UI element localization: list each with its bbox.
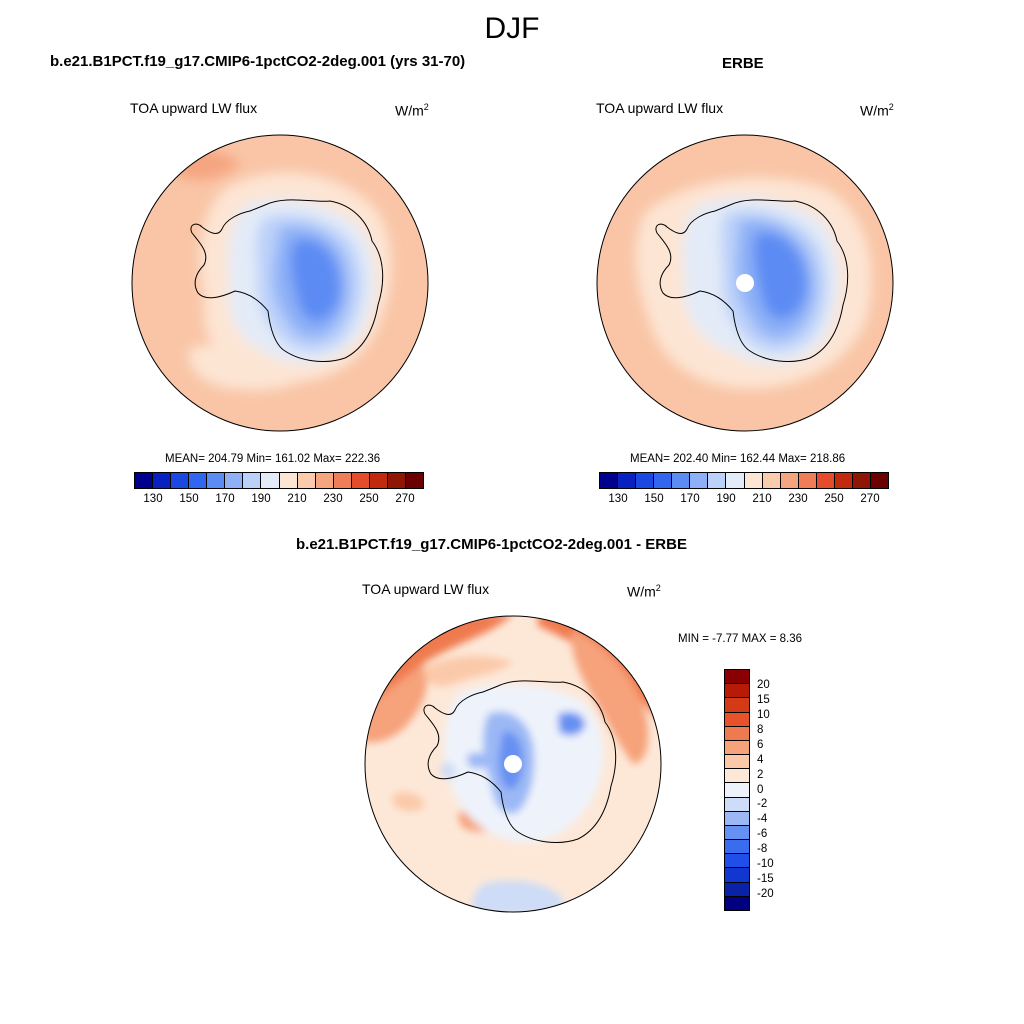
model-cbar-tick: 150 — [179, 493, 199, 505]
diff-variable-label: TOA upward LW flux — [362, 581, 490, 597]
obs-colorbar — [599, 472, 889, 489]
diff-cbar-tick: -4 — [757, 813, 768, 825]
model-cbar-tick: 190 — [251, 493, 271, 505]
model-cbar-tick: 270 — [395, 493, 415, 505]
diff-cbar-tick: 15 — [757, 694, 770, 706]
model-cbar-tick: 230 — [323, 493, 343, 505]
obs-units-label: W/m2 — [860, 102, 894, 119]
obs-cbar-tick: 250 — [824, 493, 844, 505]
diff-missing-data-hole — [504, 755, 522, 773]
diff-cbar-tick: -10 — [757, 858, 774, 870]
diff-cbar-tick: -20 — [757, 888, 774, 900]
diff-colorbar — [724, 669, 750, 911]
diff-stats: MIN = -7.77 MAX = 8.36 — [678, 633, 803, 645]
model-variable-label: TOA upward LW flux — [130, 100, 258, 116]
diff-cbar-tick: 4 — [757, 754, 764, 766]
model-cbar-tick: 130 — [143, 493, 163, 505]
model-colorbar — [134, 472, 424, 489]
obs-cbar-tick: 230 — [788, 493, 808, 505]
diff-cbar-tick: -15 — [757, 873, 774, 885]
obs-panel-title: ERBE — [722, 55, 764, 72]
model-cbar-tick: 210 — [287, 493, 307, 505]
diff-cbar-tick: 10 — [757, 709, 770, 721]
obs-cbar-tick: 150 — [644, 493, 664, 505]
diff-cbar-tick: 0 — [757, 784, 764, 796]
obs-variable-label: TOA upward LW flux — [596, 100, 724, 116]
diff-antarctica-coastline — [423, 680, 617, 844]
diff-cbar-tick: -2 — [757, 798, 768, 810]
obs-stats: MEAN= 202.40 Min= 162.44 Max= 218.86 — [630, 453, 846, 465]
model-antarctica-coastline — [190, 199, 384, 363]
model-panel-title: b.e21.B1PCT.f19_g17.CMIP6-1pctCO2-2deg.0… — [50, 53, 466, 70]
obs-map — [596, 134, 894, 432]
diff-cbar-tick: 6 — [757, 739, 764, 751]
obs-cbar-tick: 130 — [608, 493, 628, 505]
obs-missing-data-hole — [736, 274, 754, 292]
model-cbar-tick: 170 — [215, 493, 235, 505]
model-map — [131, 134, 429, 432]
model-cbar-tick: 250 — [359, 493, 379, 505]
diff-cbar-tick: -6 — [757, 828, 768, 840]
diff-panel-title: b.e21.B1PCT.f19_g17.CMIP6-1pctCO2-2deg.0… — [296, 536, 687, 553]
obs-cbar-tick: 170 — [680, 493, 700, 505]
model-units-label: W/m2 — [395, 102, 429, 119]
obs-cbar-tick: 270 — [860, 493, 880, 505]
model-stats: MEAN= 204.79 Min= 161.02 Max= 222.36 — [165, 453, 381, 465]
diff-cbar-tick: 8 — [757, 724, 764, 736]
diff-map — [364, 615, 662, 913]
diff-cbar-tick: -8 — [757, 843, 768, 855]
diff-cbar-tick: 2 — [757, 769, 764, 781]
diff-units-label: W/m2 — [627, 583, 661, 600]
figure-title: DJF — [484, 12, 540, 45]
obs-cbar-tick: 190 — [716, 493, 736, 505]
obs-cbar-tick: 210 — [752, 493, 772, 505]
diff-cbar-tick: 20 — [757, 679, 770, 691]
obs-antarctica-coastline — [655, 199, 849, 363]
